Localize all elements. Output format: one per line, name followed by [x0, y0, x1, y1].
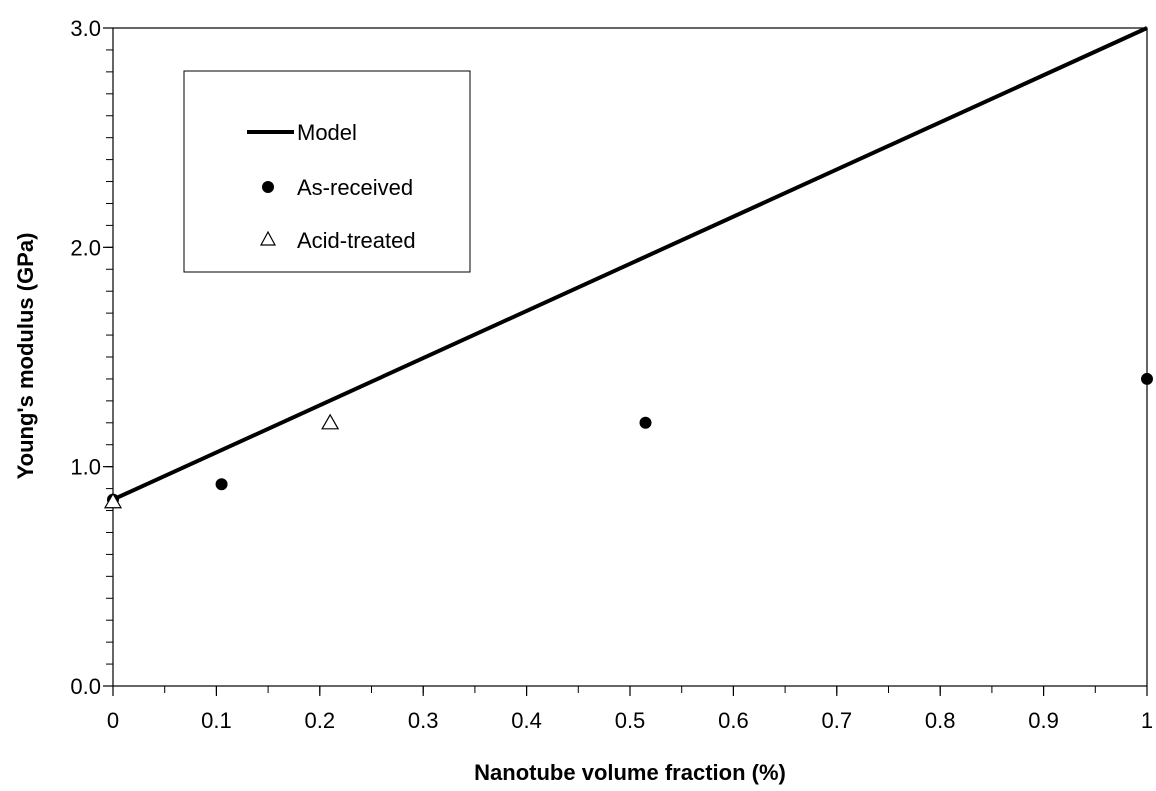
- y-tick-label: 3.0: [70, 16, 101, 41]
- series-layer: [103, 26, 1153, 509]
- as-received-point: [215, 478, 228, 491]
- x-tick-label: 0.1: [201, 708, 232, 733]
- x-tick-label: 0.4: [511, 708, 542, 733]
- x-tick-label: 0.8: [925, 708, 956, 733]
- acid-treated-point: [321, 413, 340, 430]
- y-tick-label: 1.0: [70, 455, 101, 480]
- x-tick-label: 0.2: [305, 708, 336, 733]
- acid-treated-point: [103, 492, 123, 509]
- x-tick-label: 0.6: [718, 708, 749, 733]
- x-tick-label: 1: [1141, 708, 1153, 733]
- y-tick-label: 2.0: [70, 235, 101, 260]
- y-tick-label: 0.0: [70, 674, 101, 699]
- legend-acid-treated-label: Acid-treated: [297, 228, 416, 253]
- legend: Model As-received Acid-treated: [183, 70, 471, 273]
- tick-labels: 0 0.1 0.2 0.3 0.4 0.5 0.6 0.7 0.8 0.9 1 0.0 1.0 2.0 3.…: [70, 16, 1153, 733]
- as-received-point: [639, 416, 652, 429]
- x-axis-title: Nanotube volume fraction (%): [474, 760, 786, 785]
- y-axis-title: Young's modulus (GPa): [13, 233, 38, 480]
- x-tick-label: 0.5: [615, 708, 646, 733]
- legend-as-received-swatch: [262, 181, 274, 193]
- x-tick-label: 0.9: [1028, 708, 1059, 733]
- legend-acid-treated-swatch: [259, 230, 277, 246]
- legend-box: [183, 70, 471, 273]
- as-received-point: [1141, 372, 1153, 385]
- x-tick-label: 0.3: [408, 708, 439, 733]
- model-line: [112, 26, 1148, 502]
- legend-as-received-label: As-received: [297, 175, 413, 200]
- legend-model-label: Model: [297, 120, 357, 145]
- major-ticks: [103, 27, 1148, 696]
- x-tick-label: 0.7: [822, 708, 853, 733]
- x-tick-label: 0: [107, 708, 119, 733]
